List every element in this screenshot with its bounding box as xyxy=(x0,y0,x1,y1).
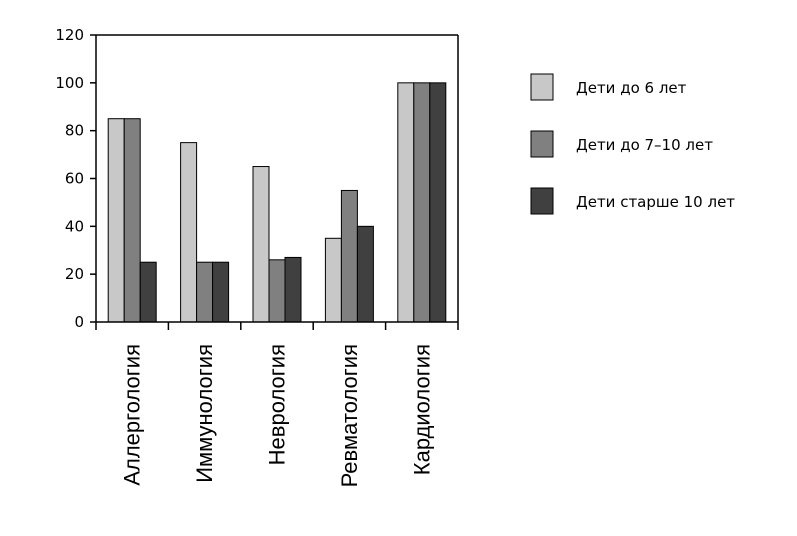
legend-label: Дети до 6 лет xyxy=(576,79,687,97)
bar-2-series-3 xyxy=(212,261,230,323)
bar-4-series-2 xyxy=(340,189,358,323)
bar-2-series-1 xyxy=(180,142,198,323)
y-tick-label: 40 xyxy=(65,217,84,235)
y-tick-label: 120 xyxy=(55,26,84,44)
category-label: Кардиология xyxy=(409,344,434,475)
bar-4-series-3 xyxy=(356,225,374,323)
legend-label: Дети старше 10 лет xyxy=(576,193,735,211)
y-tick-label: 100 xyxy=(55,74,84,92)
bars-group xyxy=(107,82,447,323)
legend: Дети до 6 лет Дети до 7–10 лет Дети старше… xyxy=(530,73,735,215)
bar-3-series-3 xyxy=(284,256,302,323)
y-axis-ticks: 0 20 40 60 80 100 120 xyxy=(55,26,96,331)
y-tick-label: 80 xyxy=(65,122,84,140)
x-axis-ticks: Аллергология Иммунология Неврология Ревмато… xyxy=(95,322,459,487)
bar-1-series-3 xyxy=(139,261,157,323)
category-label: Неврология xyxy=(265,344,290,465)
y-tick-label: 0 xyxy=(74,313,84,331)
bar-3-series-1 xyxy=(252,166,270,323)
bar-5-series-3 xyxy=(429,82,447,323)
legend-swatch xyxy=(530,187,554,215)
bar-1-series-2 xyxy=(123,118,141,323)
legend-swatch xyxy=(530,130,554,158)
bar-3-series-2 xyxy=(268,259,286,323)
category-label: Ревматология xyxy=(337,344,362,487)
bar-5-series-2 xyxy=(413,82,431,323)
bar-2-series-2 xyxy=(196,261,214,323)
legend-swatch xyxy=(530,73,554,101)
bar-5-series-1 xyxy=(397,82,415,323)
y-tick-label: 20 xyxy=(65,265,84,283)
category-label: Иммунология xyxy=(192,344,217,483)
bar-1-series-1 xyxy=(107,118,125,323)
y-tick-label: 60 xyxy=(65,170,84,188)
legend-label: Дети до 7–10 лет xyxy=(576,136,713,154)
bar-4-series-1 xyxy=(324,237,342,323)
category-label: Аллергология xyxy=(120,344,145,486)
